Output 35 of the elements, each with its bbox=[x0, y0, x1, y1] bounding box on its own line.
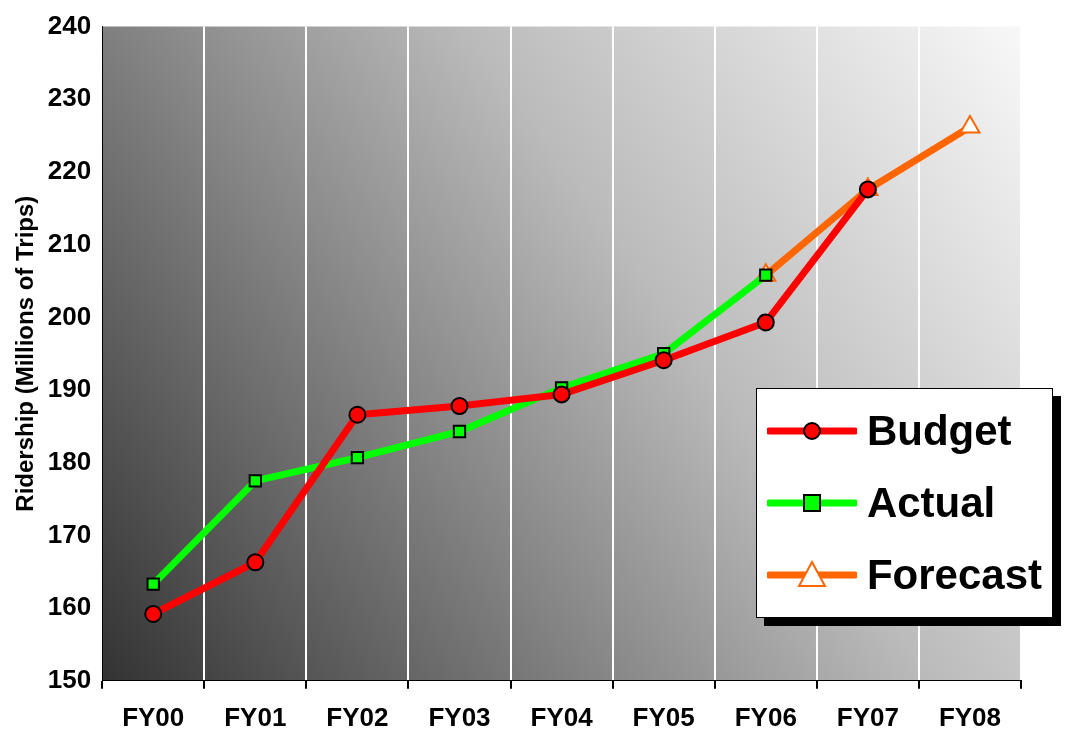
point bbox=[348, 405, 367, 424]
y-tick-label: 210 bbox=[47, 227, 92, 258]
x-tick-label: FY06 bbox=[734, 701, 797, 732]
x-tick-label: FY04 bbox=[530, 701, 594, 732]
x-tick-label: FY00 bbox=[122, 701, 185, 732]
x-tick-label: FY02 bbox=[326, 701, 389, 732]
point bbox=[450, 397, 469, 416]
point bbox=[858, 180, 877, 199]
point bbox=[654, 351, 673, 370]
y-tick-label: 170 bbox=[47, 518, 92, 549]
y-tick-label: 220 bbox=[47, 155, 92, 186]
legend-label: Forecast bbox=[866, 551, 1042, 599]
y-tick-label: 160 bbox=[47, 591, 92, 622]
y-axis-title: Ridership (Millions of Trips) bbox=[11, 195, 39, 512]
x-tick-label: FY08 bbox=[938, 701, 1002, 732]
legend-label: Budget bbox=[866, 407, 1012, 455]
point bbox=[146, 577, 160, 591]
x-tick-label: FY07 bbox=[836, 701, 899, 732]
point bbox=[452, 424, 467, 439]
y-tick-label: 180 bbox=[47, 445, 92, 476]
y-tick-label: 150 bbox=[47, 663, 92, 694]
point bbox=[246, 553, 265, 572]
legend-label: Actual bbox=[866, 479, 996, 527]
y-tick-label: 200 bbox=[47, 300, 92, 331]
point bbox=[756, 313, 775, 332]
point bbox=[552, 385, 571, 404]
y-tick-label: 190 bbox=[47, 373, 92, 404]
x-tick-label: FY05 bbox=[632, 701, 695, 732]
point bbox=[144, 604, 163, 623]
y-tick-label: 230 bbox=[47, 82, 92, 113]
y-tick-label: 240 bbox=[47, 9, 92, 40]
x-tick-label: FY03 bbox=[428, 701, 491, 732]
point bbox=[248, 474, 262, 488]
x-tick-label: FY01 bbox=[224, 701, 287, 732]
point bbox=[350, 450, 365, 465]
